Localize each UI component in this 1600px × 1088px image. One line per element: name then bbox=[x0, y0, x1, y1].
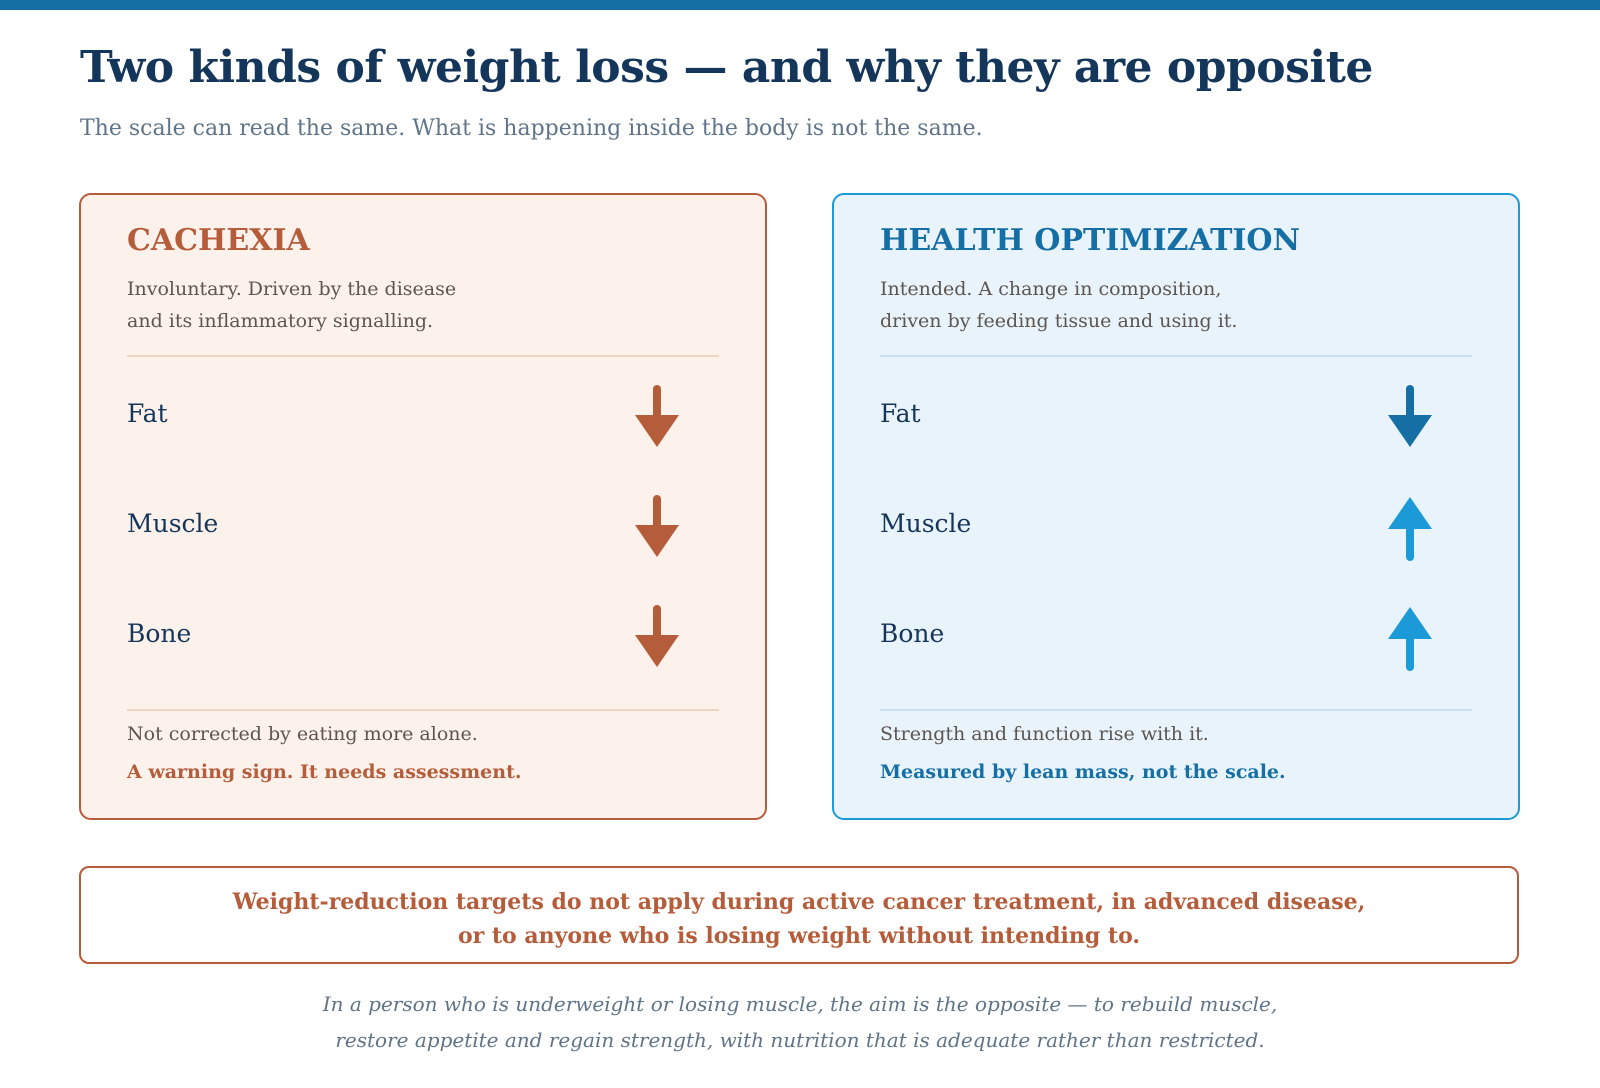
optimization-description-line: Intended. A change in composition, bbox=[880, 278, 1222, 300]
optimization-footer-note: Strength and function rise with it. bbox=[880, 723, 1209, 745]
cachexia-row-fat: Fat bbox=[127, 377, 727, 457]
cachexia-heading: CACHEXIA bbox=[127, 223, 310, 258]
optimization-footer-emphasis: Measured by lean mass, not the scale. bbox=[880, 761, 1286, 783]
cachexia-footer-note: Not corrected by eating more alone. bbox=[127, 723, 478, 745]
divider bbox=[880, 355, 1472, 357]
optimization-row-bone: Bone bbox=[880, 597, 1480, 677]
row-label: Bone bbox=[880, 619, 945, 648]
warning-text: Weight-reduction targets do not apply du… bbox=[81, 868, 1517, 953]
health-optimization-card: HEALTH OPTIMIZATION Intended. A change i… bbox=[832, 193, 1520, 820]
row-label: Muscle bbox=[880, 509, 972, 538]
arrow-down-icon bbox=[635, 605, 679, 667]
arrow-down-icon bbox=[635, 495, 679, 557]
cachexia-description: Involuntary. Driven by the disease and i… bbox=[127, 273, 507, 337]
page-title: Two kinds of weight loss — and why they … bbox=[80, 42, 1373, 93]
optimization-row-fat: Fat bbox=[880, 377, 1480, 457]
row-label: Muscle bbox=[127, 509, 219, 538]
top-accent-bar bbox=[0, 0, 1600, 10]
page-subtitle: The scale can read the same. What is hap… bbox=[80, 116, 983, 141]
divider bbox=[880, 709, 1472, 711]
cachexia-row-muscle: Muscle bbox=[127, 487, 727, 567]
closing-line: restore appetite and regain strength, wi… bbox=[335, 1028, 1265, 1052]
divider bbox=[127, 355, 719, 357]
cachexia-row-bone: Bone bbox=[127, 597, 727, 677]
cachexia-description-line: and its inflammatory signalling. bbox=[127, 310, 434, 332]
warning-box: Weight-reduction targets do not apply du… bbox=[79, 866, 1519, 964]
closing-line: In a person who is underweight or losing… bbox=[322, 992, 1278, 1016]
warning-line: Weight-reduction targets do not apply du… bbox=[232, 889, 1366, 915]
arrow-down-icon bbox=[1388, 385, 1432, 447]
arrow-up-icon bbox=[1388, 497, 1432, 561]
warning-line: or to anyone who is losing weight withou… bbox=[457, 923, 1141, 949]
row-label: Fat bbox=[880, 399, 921, 428]
cachexia-footer-emphasis: A warning sign. It needs assessment. bbox=[127, 761, 522, 783]
optimization-description-line: driven by feeding tissue and using it. bbox=[880, 310, 1238, 332]
divider bbox=[127, 709, 719, 711]
arrow-up-icon bbox=[1388, 607, 1432, 671]
cachexia-description-line: Involuntary. Driven by the disease bbox=[127, 278, 457, 300]
arrow-down-icon bbox=[635, 385, 679, 447]
closing-note: In a person who is underweight or losing… bbox=[80, 986, 1520, 1058]
optimization-heading: HEALTH OPTIMIZATION bbox=[880, 223, 1300, 258]
row-label: Bone bbox=[127, 619, 192, 648]
row-label: Fat bbox=[127, 399, 168, 428]
optimization-row-muscle: Muscle bbox=[880, 487, 1480, 567]
cachexia-card: CACHEXIA Involuntary. Driven by the dise… bbox=[79, 193, 767, 820]
optimization-description: Intended. A change in composition, drive… bbox=[880, 273, 1260, 337]
